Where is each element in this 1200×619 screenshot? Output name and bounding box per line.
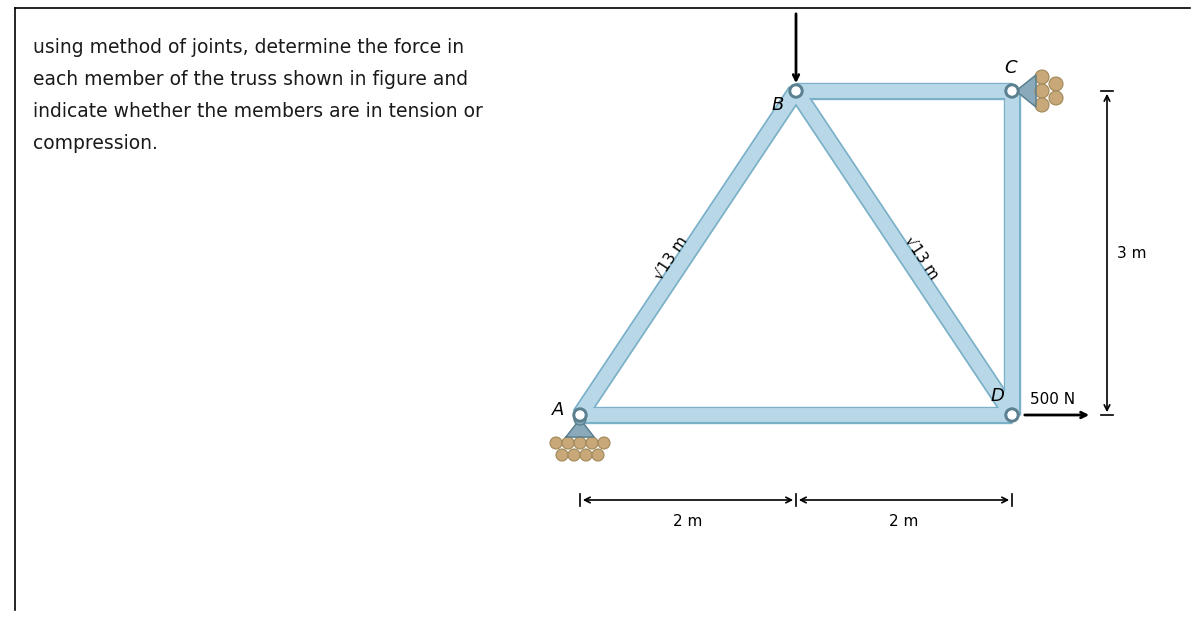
Text: B: B (772, 96, 784, 114)
Text: C: C (1004, 59, 1016, 77)
Text: D: D (990, 387, 1004, 405)
Circle shape (568, 449, 580, 461)
Circle shape (574, 408, 587, 422)
Text: √13 m: √13 m (650, 233, 690, 282)
Text: A: A (552, 401, 564, 419)
Text: 2 m: 2 m (673, 514, 703, 529)
Circle shape (1034, 84, 1049, 98)
Circle shape (580, 449, 592, 461)
Text: 300 N: 300 N (773, 0, 818, 1)
Circle shape (598, 437, 610, 449)
Circle shape (550, 437, 562, 449)
Circle shape (574, 437, 586, 449)
Text: using method of joints, determine the force in: using method of joints, determine the fo… (34, 38, 464, 57)
Circle shape (1034, 98, 1049, 112)
Text: 500 N: 500 N (1030, 392, 1075, 407)
Circle shape (1008, 411, 1016, 419)
Circle shape (790, 84, 803, 98)
Circle shape (586, 437, 598, 449)
Text: indicate whether the members are in tension or: indicate whether the members are in tens… (34, 102, 482, 121)
Text: each member of the truss shown in figure and: each member of the truss shown in figure… (34, 70, 468, 89)
Circle shape (592, 449, 604, 461)
Circle shape (1006, 408, 1019, 422)
Circle shape (576, 411, 584, 419)
Polygon shape (1016, 75, 1036, 107)
Polygon shape (566, 419, 594, 437)
Circle shape (562, 437, 574, 449)
Circle shape (1007, 86, 1018, 96)
Text: 2 m: 2 m (889, 514, 919, 529)
Circle shape (1008, 87, 1016, 95)
Circle shape (1034, 70, 1049, 84)
Text: compression.: compression. (34, 134, 158, 153)
Circle shape (1006, 84, 1019, 98)
Circle shape (1049, 91, 1063, 105)
Text: 3 m: 3 m (1117, 246, 1146, 261)
Circle shape (574, 413, 586, 425)
Text: √13 m: √13 m (902, 233, 942, 282)
Circle shape (792, 87, 800, 95)
Circle shape (556, 449, 568, 461)
Circle shape (1049, 77, 1063, 91)
